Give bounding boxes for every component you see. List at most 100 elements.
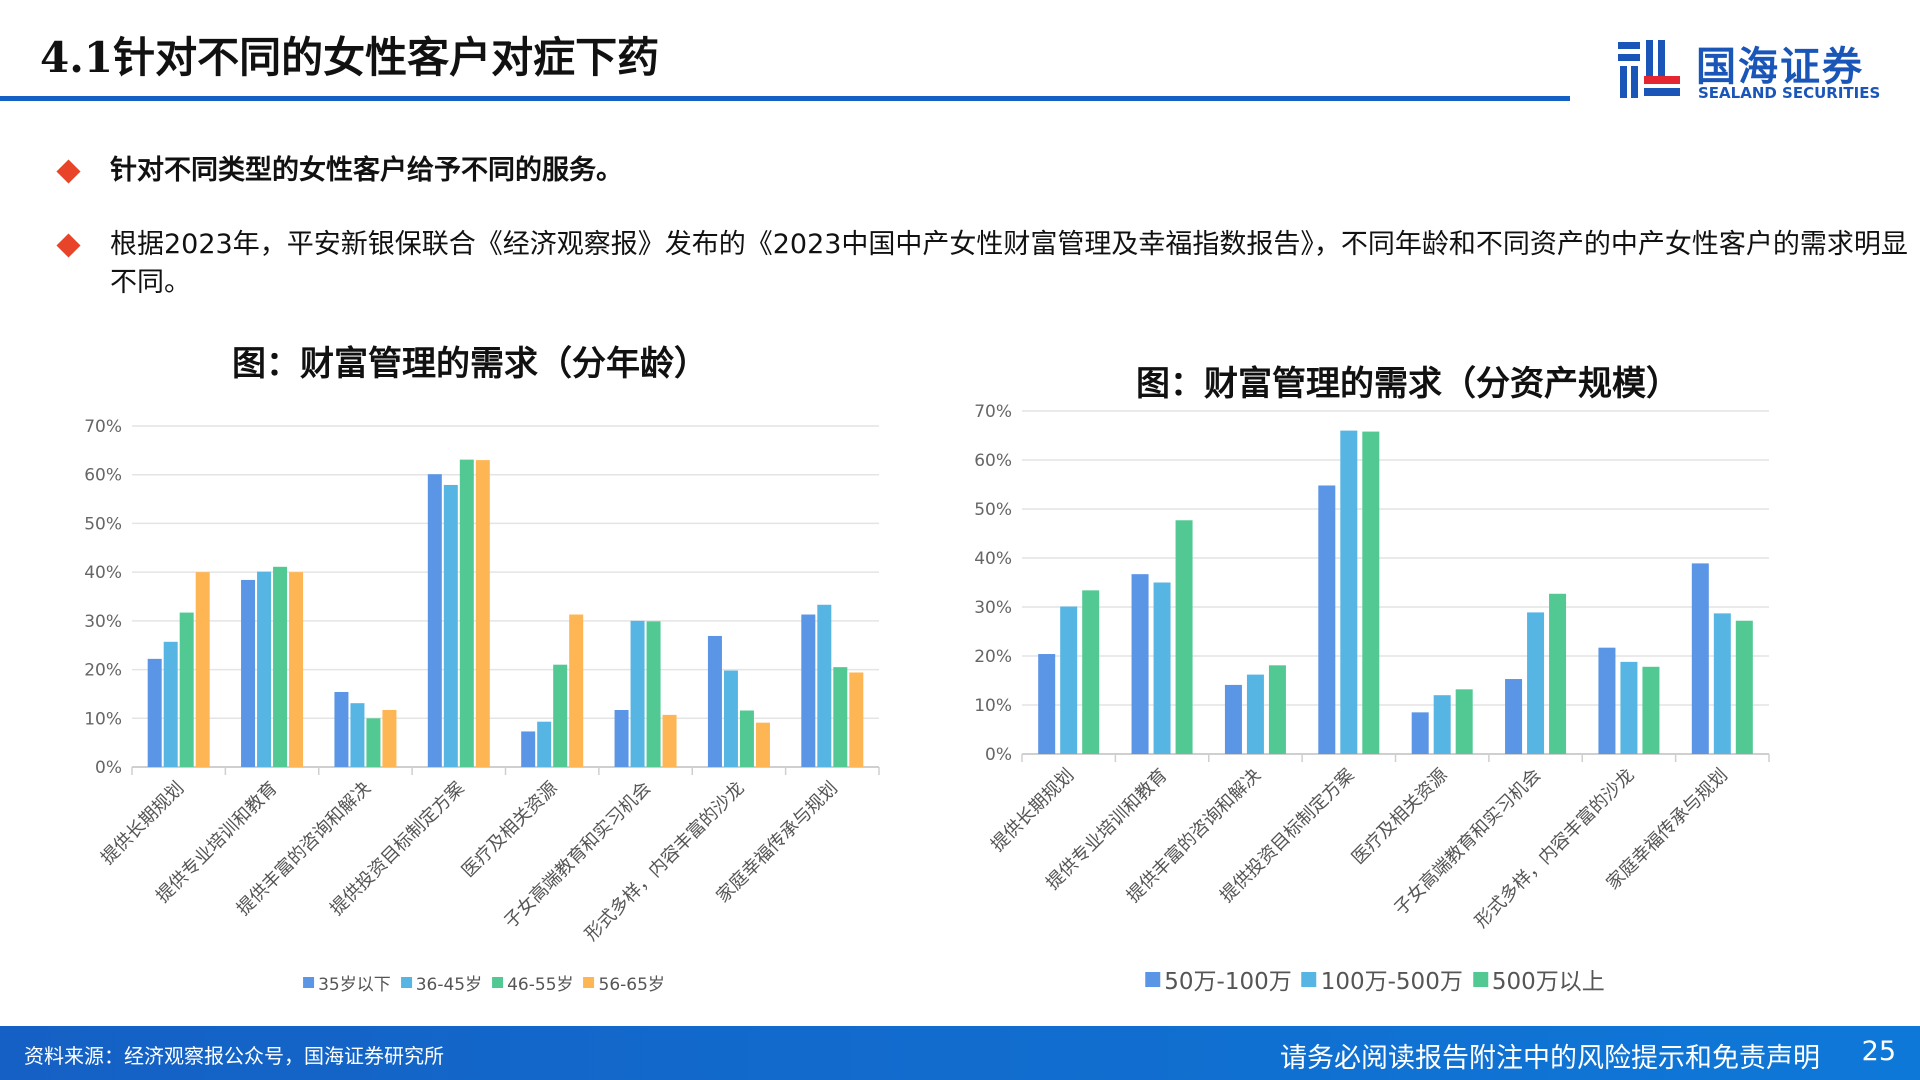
bar-age — [334, 691, 349, 767]
page-number: 25 — [1861, 1036, 1896, 1067]
bar-age — [521, 731, 536, 767]
legend-label: 50万-100万 — [1164, 969, 1292, 995]
legend-label: 46-55岁 — [507, 975, 574, 995]
bar-assets — [1153, 582, 1171, 754]
disclaimer-link[interactable]: 请务必阅读报告附注中的风险提示和免责声明 — [1280, 1043, 1820, 1074]
bar-age — [537, 721, 552, 767]
legend-assets: 50万-100万 100万-500万 500万以上 — [1145, 962, 1605, 996]
bar-age — [755, 722, 770, 767]
bar-assets — [1527, 612, 1545, 754]
bar-age — [630, 620, 645, 767]
bar-age — [273, 566, 288, 767]
bar-assets — [1131, 574, 1149, 754]
chart-title-assets: 图：财富管理的需求（分资产规模） — [1136, 364, 1680, 404]
legend-swatch-icon — [1301, 971, 1317, 987]
bar-age — [739, 710, 754, 767]
x-category-label: 形式多样，内容丰富的沙龙 — [581, 778, 749, 946]
bar-assets — [1224, 684, 1242, 754]
chart-title-age: 图：财富管理的需求（分年龄） — [232, 344, 708, 384]
bar-age — [366, 718, 381, 767]
y-tick-label: 70% — [974, 402, 1012, 422]
sealand-logo-icon — [1618, 40, 1680, 98]
bar-assets — [1620, 661, 1638, 754]
bar-age — [195, 572, 210, 767]
legend-label: 56-65岁 — [598, 975, 665, 995]
bar-age — [553, 664, 568, 767]
x-category-label: 形式多样，内容丰富的沙龙 — [1471, 765, 1639, 933]
bullet-text: 针对不同类型的女性客户给予不同的服务。 — [110, 155, 623, 186]
bar-assets — [1433, 695, 1451, 754]
logo-text-cn: 国海证券 — [1696, 44, 1864, 90]
y-tick-label: 10% — [974, 696, 1012, 716]
bar-age — [427, 474, 442, 767]
legend-label: 36-45岁 — [415, 975, 483, 995]
bar-assets — [1340, 430, 1358, 754]
bar-age — [443, 484, 458, 767]
y-tick-label: 60% — [974, 451, 1012, 471]
x-category-label: 医疗及相关资源 — [1348, 765, 1452, 869]
bar-age — [241, 579, 256, 767]
bar-age — [646, 621, 661, 767]
legend-item: 46-55岁 — [492, 970, 574, 995]
legend-item: 36-45岁 — [400, 970, 483, 995]
bar-age — [459, 459, 474, 767]
legend-label: 500万以上 — [1491, 969, 1605, 995]
legend-item: 50万-100万 — [1145, 962, 1292, 996]
legend-label: 35岁以下 — [318, 975, 391, 995]
bar-assets — [1598, 647, 1616, 754]
y-tick-label: 30% — [974, 598, 1012, 618]
bar-assets — [1735, 620, 1753, 754]
bar-age — [801, 614, 816, 767]
bar-age — [569, 614, 584, 767]
title-divider — [0, 96, 1570, 101]
legend-swatch-icon — [1472, 971, 1488, 987]
bar-age — [662, 714, 677, 767]
bar-assets — [1549, 593, 1567, 754]
legend-swatch-icon — [400, 977, 412, 988]
bar-assets — [1268, 665, 1286, 754]
company-logo: 国海证券 SEALAND SECURITIES — [1612, 32, 1884, 108]
bar-assets — [1246, 674, 1264, 754]
legend-label: 100万-500万 — [1320, 969, 1463, 995]
bar-assets — [1713, 613, 1731, 754]
bar-assets — [1362, 431, 1380, 754]
bullet-text: 根据2023年，平安新银保联合《经济观察报》发布的《2023中国中产女性财富管理… — [110, 229, 1908, 298]
source-note: 资料来源：经济观察报公众号，国海证券研究所 — [24, 1044, 444, 1068]
bar-assets — [1082, 590, 1100, 754]
bar-assets — [1175, 520, 1193, 754]
bar-age — [257, 571, 272, 767]
bar-assets — [1318, 485, 1336, 754]
bar-age — [179, 612, 194, 767]
bar-age — [723, 670, 738, 767]
bar-age — [163, 641, 178, 767]
legend-item: 500万以上 — [1472, 962, 1605, 996]
y-tick-label: 70% — [84, 417, 122, 437]
legend-swatch-icon — [492, 977, 504, 988]
y-tick-label: 40% — [974, 549, 1012, 569]
bar-assets — [1455, 689, 1473, 754]
legend-item: 35岁以下 — [303, 970, 391, 995]
bar-assets — [1691, 563, 1709, 754]
x-category-label: 提供长期规划 — [97, 778, 188, 869]
bar-age — [382, 710, 397, 767]
y-tick-label: 0% — [95, 758, 122, 778]
footer-bar: 资料来源：经济观察报公众号，国海证券研究所 请务必阅读报告附注中的风险提示和免责… — [0, 1026, 1920, 1080]
legend-swatch-icon — [1145, 971, 1161, 987]
x-category-label: 医疗及相关资源 — [458, 778, 562, 882]
y-tick-label: 60% — [84, 466, 122, 486]
page-title: 4.1针对不同的女性客户对症下药 — [40, 33, 660, 82]
legend-swatch-icon — [303, 977, 315, 988]
bar-age — [849, 672, 864, 767]
bar-assets — [1642, 666, 1660, 754]
legend-item: 56-65岁 — [583, 970, 665, 995]
y-tick-label: 20% — [84, 661, 122, 681]
y-tick-label: 0% — [985, 745, 1012, 765]
bar-assets — [1505, 679, 1523, 754]
x-category-label: 提供长期规划 — [987, 765, 1078, 856]
y-tick-label: 20% — [974, 647, 1012, 667]
bar-age — [350, 703, 365, 767]
logo-text-en: SEALAND SECURITIES — [1698, 84, 1881, 102]
bar-age — [833, 667, 848, 767]
y-tick-label: 40% — [84, 563, 122, 583]
